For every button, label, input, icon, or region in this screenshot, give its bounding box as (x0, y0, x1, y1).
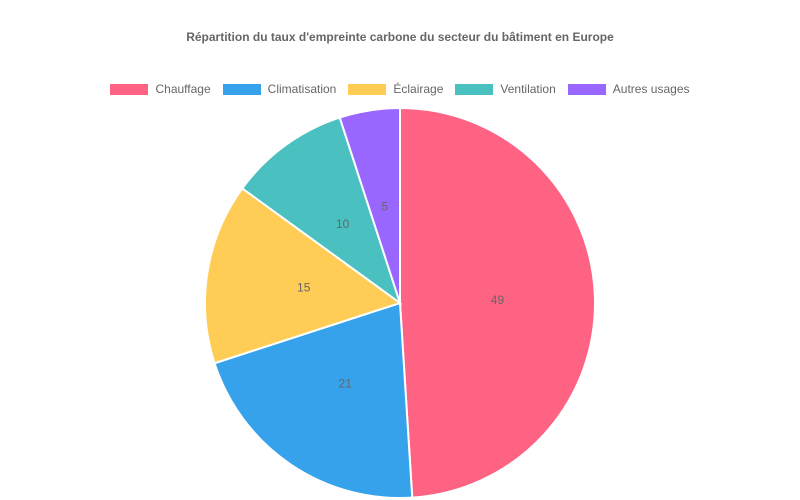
pie-slice[interactable] (338, 106, 401, 304)
legend-item[interactable]: Chauffage (110, 82, 211, 96)
legend-swatch (455, 83, 494, 95)
legend-item[interactable]: Éclairage (348, 82, 443, 96)
legend-label: Éclairage (393, 82, 444, 96)
pie-slice[interactable] (213, 301, 414, 499)
pie-slice[interactable] (204, 186, 403, 365)
legend-label: Autres usages (612, 82, 690, 96)
legend-label: Ventilation (500, 82, 556, 96)
slice-value-label: 49 (491, 293, 505, 307)
chart-title: Répartition du taux d'empreinte carbone … (186, 30, 614, 44)
slice-value-label: 10 (336, 217, 350, 231)
legend-swatch (222, 83, 261, 95)
pie-slice[interactable] (240, 116, 402, 306)
legend-swatch (348, 83, 387, 95)
slice-value-label: 21 (339, 377, 353, 391)
legend-label: Chauffage (155, 82, 211, 96)
legend-swatch (567, 83, 606, 95)
legend-item[interactable]: Climatisation (222, 82, 337, 96)
legend-swatch (110, 83, 149, 95)
legend-item[interactable]: Autres usages (567, 82, 690, 96)
legend-label: Climatisation (267, 82, 337, 96)
legend-item[interactable]: Ventilation (455, 82, 556, 96)
chart-legend: Chauffage Climatisation Éclairage Ventilati… (0, 82, 800, 96)
pie-slice[interactable] (399, 106, 596, 499)
slice-value-label: 5 (381, 200, 388, 214)
slice-value-label: 15 (297, 281, 311, 295)
